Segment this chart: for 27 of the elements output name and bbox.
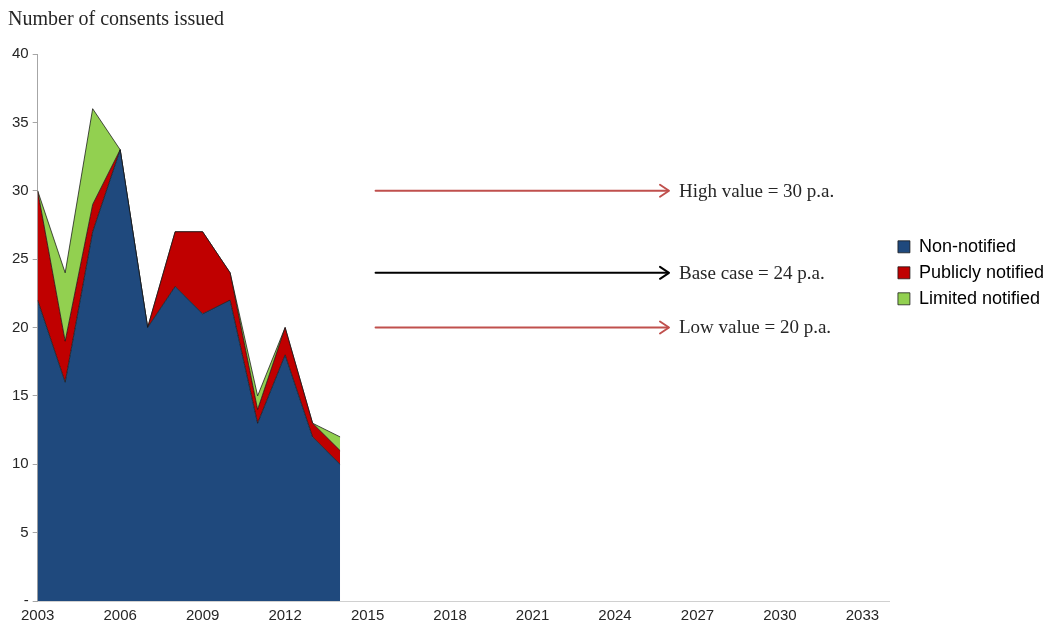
x-tick-label: 2012 xyxy=(268,606,302,624)
x-tick-label: 2009 xyxy=(185,606,220,624)
y-tick-label: 40 xyxy=(12,44,29,62)
x-tick-label: 2030 xyxy=(763,606,797,624)
x-tick-label: 2003 xyxy=(21,606,55,624)
y-tick-label: 30 xyxy=(12,180,29,198)
x-tick-label: 2033 xyxy=(845,606,880,624)
x-tick-label: 2015 xyxy=(350,606,385,624)
y-tick-label: 5 xyxy=(20,522,29,540)
y-axis-title: Number of consents issued xyxy=(8,7,225,30)
y-tick-label: - xyxy=(23,591,29,609)
ref-line-label: High value = 30 p.a. xyxy=(679,179,835,201)
ref-line-label: Low value = 20 p.a. xyxy=(679,316,832,338)
y-tick-label: 15 xyxy=(12,386,29,404)
legend-label: Non-notified xyxy=(918,235,1016,256)
y-tick-label: 10 xyxy=(12,454,29,472)
y-tick-label: 35 xyxy=(12,112,29,130)
y-tick-label: 25 xyxy=(12,249,29,267)
x-tick-label: 2021 xyxy=(515,606,550,624)
x-tick-label: 2027 xyxy=(680,606,715,624)
legend-label: Publicly notified xyxy=(918,261,1045,282)
ref-line-label: Base case = 24 p.a. xyxy=(679,261,825,283)
x-tick-label: 2006 xyxy=(103,606,137,624)
y-tick-label: 20 xyxy=(12,317,29,335)
x-tick-label: 2024 xyxy=(598,606,632,624)
x-tick-label: 2018 xyxy=(433,606,467,624)
legend-label: Limited notified xyxy=(918,287,1041,308)
